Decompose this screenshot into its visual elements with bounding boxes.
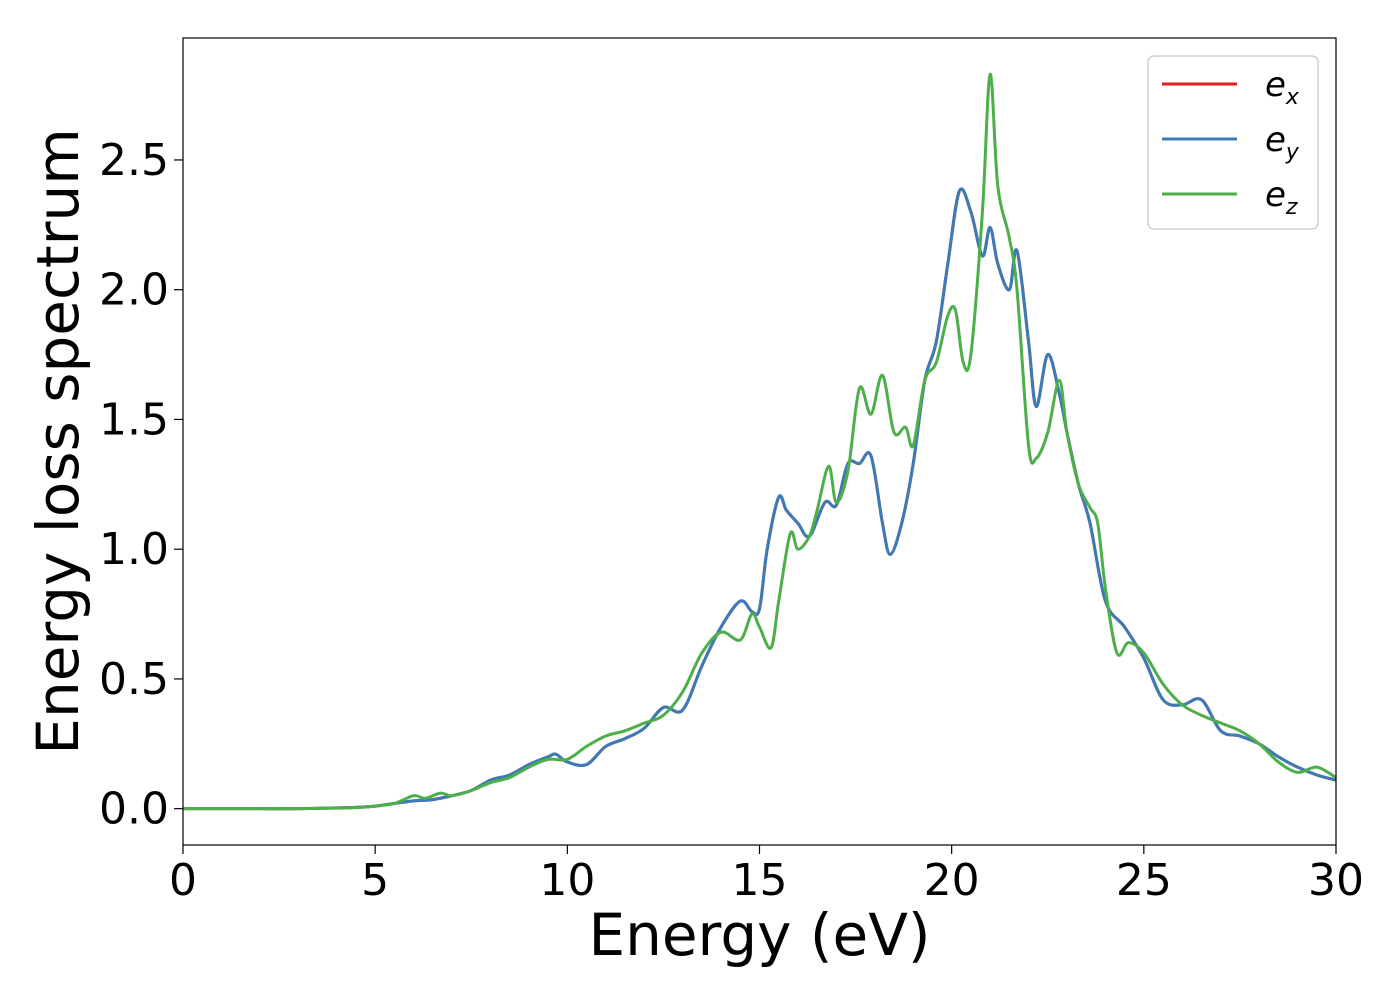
series-line-e-y bbox=[183, 187, 1336, 811]
x-tick-label: 10 bbox=[539, 855, 595, 906]
y-tick-label: 1.0 bbox=[99, 524, 169, 575]
x-tick-label: 5 bbox=[361, 855, 389, 906]
legend-box bbox=[1147, 55, 1319, 230]
y-axis: 0.0 0.5 1.0 1.5 2.0 2.5 bbox=[99, 135, 183, 835]
y-axis-label: Energy loss spectrum bbox=[24, 128, 92, 754]
y-tick-label: 1.5 bbox=[99, 394, 169, 445]
x-tick-label: 30 bbox=[1308, 855, 1364, 906]
legend-label: ez bbox=[1265, 175, 1298, 220]
y-tick-label: 0.5 bbox=[99, 654, 169, 705]
x-tick-label: 20 bbox=[924, 855, 980, 906]
y-tick-label: 2.0 bbox=[99, 265, 169, 316]
x-tick-label: 15 bbox=[732, 855, 788, 906]
legend-label: ey bbox=[1265, 120, 1300, 165]
legend: ex ey ez bbox=[1147, 55, 1319, 230]
series-line-e-z bbox=[183, 72, 1336, 811]
series-layer bbox=[183, 72, 1336, 811]
x-axis: 0 5 10 15 20 25 30 bbox=[169, 845, 1364, 906]
y-tick-label: 0.0 bbox=[99, 784, 169, 835]
x-tick-label: 25 bbox=[1116, 855, 1172, 906]
legend-label: ex bbox=[1265, 65, 1300, 110]
x-tick-label: 0 bbox=[169, 855, 197, 906]
y-tick-label: 2.5 bbox=[99, 135, 169, 186]
x-axis-label: Energy (eV) bbox=[588, 901, 930, 969]
